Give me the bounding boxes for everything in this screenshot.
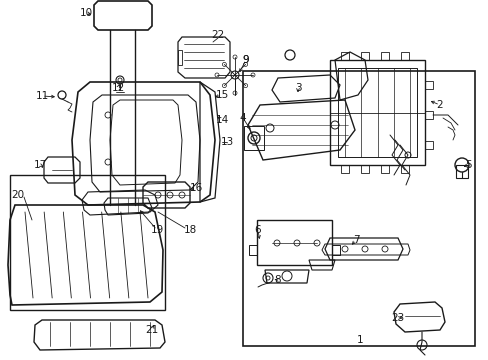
Text: 15: 15	[215, 90, 228, 100]
Text: 19: 19	[150, 225, 163, 235]
Text: 11: 11	[35, 91, 48, 101]
Text: 12: 12	[111, 83, 124, 93]
Text: 2: 2	[436, 100, 443, 110]
Text: 23: 23	[390, 313, 404, 323]
Text: 8: 8	[274, 275, 281, 285]
Text: 1: 1	[356, 335, 363, 345]
Text: 17: 17	[33, 160, 46, 170]
Text: 9: 9	[242, 55, 249, 65]
Text: 4: 4	[239, 113, 246, 123]
Text: 22: 22	[211, 30, 224, 40]
Text: 13: 13	[220, 137, 233, 147]
Text: 9: 9	[242, 55, 249, 65]
Text: 10: 10	[79, 8, 92, 18]
Text: 14: 14	[215, 115, 228, 125]
Text: 20: 20	[11, 190, 24, 200]
Text: 6: 6	[254, 225, 261, 235]
Text: 3: 3	[294, 83, 301, 93]
Text: 5: 5	[464, 160, 470, 170]
Text: 18: 18	[183, 225, 196, 235]
Text: 7: 7	[352, 235, 359, 245]
Text: 21: 21	[145, 325, 158, 335]
Text: 16: 16	[189, 183, 202, 193]
